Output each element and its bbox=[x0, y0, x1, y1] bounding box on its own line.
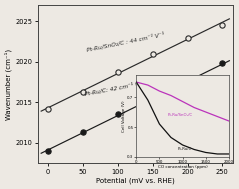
Y-axis label: Wavenumber (cm⁻¹): Wavenumber (cm⁻¹) bbox=[5, 49, 12, 120]
Text: Pt-Ru/SnO₂/C : 44 cm⁻¹ V⁻¹: Pt-Ru/SnO₂/C : 44 cm⁻¹ V⁻¹ bbox=[87, 32, 165, 53]
Text: Pt-Ru/C: 42 cm⁻¹ V⁻¹: Pt-Ru/C: 42 cm⁻¹ V⁻¹ bbox=[84, 80, 145, 97]
X-axis label: Potential (mV vs. RHE): Potential (mV vs. RHE) bbox=[96, 178, 175, 184]
